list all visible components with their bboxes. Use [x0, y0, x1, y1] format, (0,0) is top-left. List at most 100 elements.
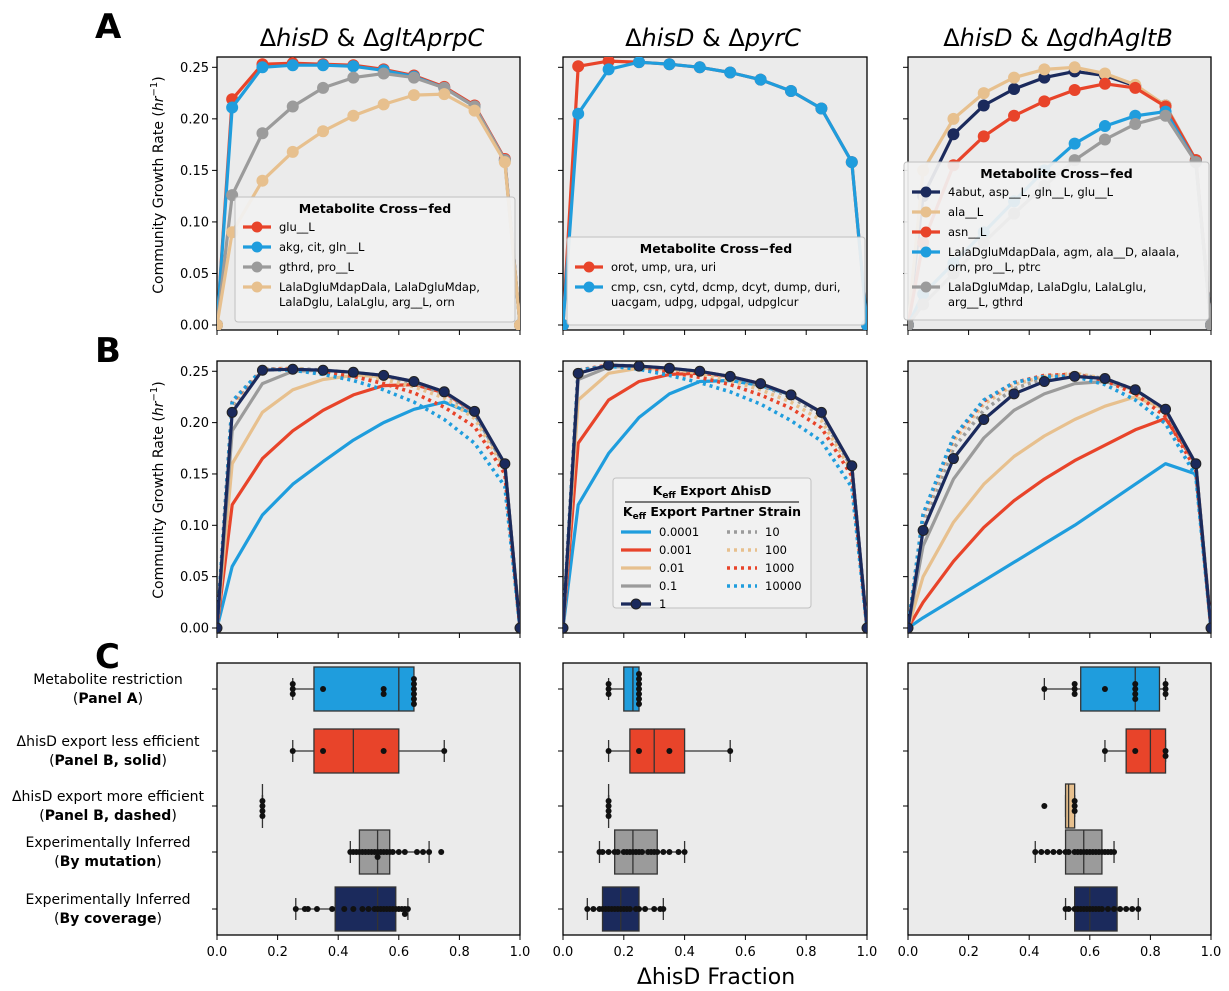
swarm-point — [401, 849, 408, 855]
legend-swatch-marker — [583, 261, 595, 273]
box-red — [289, 728, 448, 774]
swarm-point — [1071, 803, 1078, 809]
numerator-text: Export ΔhisD — [676, 483, 772, 498]
category-sublabel-bold: By mutation — [60, 854, 156, 870]
legend-title: Metabolite Cross−fed — [980, 166, 1132, 181]
swarm-point — [329, 906, 336, 912]
data-point — [572, 60, 585, 73]
data-point — [1099, 372, 1111, 384]
paren: ) — [171, 808, 176, 824]
legend-swatch-marker — [251, 281, 263, 293]
swarm-point — [675, 849, 682, 855]
denominator-text: Export Partner Strain — [646, 504, 801, 519]
paren: ) — [161, 753, 166, 769]
legend-entry: 10 — [765, 525, 780, 539]
data-point — [347, 71, 360, 84]
legend-swatch-marker — [920, 186, 932, 198]
data-point — [603, 361, 615, 371]
data-point — [1068, 137, 1081, 150]
legend-swatch-marker — [583, 281, 595, 293]
swarm-point — [1032, 849, 1039, 855]
series-line-blue-solid — [908, 462, 1211, 630]
box-gray — [596, 829, 688, 875]
swarm-point — [1101, 686, 1108, 692]
swarm-point — [1056, 849, 1063, 855]
legend-metabolite-cross-fed: Metabolite Cross−fed orot, ump, ura, uri c… — [566, 236, 866, 326]
swarm-point — [605, 691, 612, 697]
swarm-point — [605, 803, 612, 809]
legend-entry: 1000 — [765, 561, 794, 575]
swarm-point — [359, 906, 366, 912]
k-symbol: K — [653, 483, 664, 498]
data-point — [947, 112, 960, 125]
legend-swatch-marker — [251, 221, 263, 233]
plot-area — [563, 57, 867, 330]
series-line-blue-dotted — [563, 364, 867, 629]
swarm-point — [259, 808, 266, 814]
column-title-3: ΔhisD & ΔgdhAgltB — [943, 24, 1173, 52]
data-point — [469, 405, 481, 417]
swarm-point — [636, 686, 642, 692]
data-point — [1098, 67, 1111, 80]
swarm-point — [1132, 696, 1139, 702]
swarm-point — [660, 849, 667, 855]
swarm-point — [605, 849, 612, 855]
swarm-point — [1132, 691, 1139, 697]
legend-title: Metabolite Cross−fed — [299, 201, 451, 216]
x-tick-label: 0.0 — [207, 945, 228, 960]
series-line-navy-solid-marker — [908, 374, 1211, 629]
panel-a2-growth-vs-fraction: Metabolite Cross−fed orot, ump, ura, uri c… — [558, 56, 868, 335]
swarm-point — [1044, 849, 1051, 855]
legend-entry: gthrd, pro__L — [279, 260, 355, 274]
plot-area — [217, 363, 520, 633]
x-tick-label: 0.0 — [553, 945, 574, 960]
swarm-point — [374, 854, 381, 860]
data-point — [468, 104, 481, 117]
data-point — [572, 107, 585, 120]
data-point — [408, 376, 420, 388]
legend-entry: 1 — [659, 597, 666, 611]
swarm-point — [1135, 906, 1142, 912]
legend-title: Metabolite Cross−fed — [640, 241, 792, 256]
legend-entry: asn__L — [948, 225, 987, 239]
x-tick-label: 1.0 — [857, 945, 878, 960]
data-point — [217, 319, 223, 330]
data-point — [1038, 95, 1051, 108]
swarm-point — [289, 686, 296, 692]
y-tick-label: 0.05 — [180, 267, 209, 282]
y-tick-label: 0.15 — [180, 467, 209, 482]
category-label: ΔhisD export less efficient — [17, 734, 200, 750]
swarm-point — [636, 691, 642, 697]
data-point — [1159, 109, 1172, 122]
swarm-point — [605, 681, 612, 687]
data-point — [286, 59, 299, 72]
swarm-point — [1071, 691, 1078, 697]
data-point — [499, 458, 511, 470]
data-point — [754, 73, 767, 86]
swarm-point — [599, 849, 606, 855]
swarm-point — [420, 849, 427, 855]
swarm-point — [289, 691, 296, 697]
y-tick-label: 0.10 — [180, 215, 209, 230]
box-blue — [289, 666, 417, 712]
x-tick-label: 1.0 — [1201, 945, 1222, 960]
x-tick-label: 0.8 — [796, 945, 817, 960]
box-gray — [347, 829, 445, 875]
data-point — [977, 99, 990, 112]
swarm-point — [341, 906, 348, 912]
category-sublabel-bold: Panel B, dashed — [45, 808, 172, 824]
data-point — [1129, 118, 1142, 130]
swarm-point — [289, 681, 296, 687]
swarm-point — [410, 696, 417, 702]
swarm-point — [410, 681, 417, 687]
data-point — [438, 88, 451, 101]
x-tick-label: 0.2 — [613, 945, 634, 960]
swarm-point — [1041, 686, 1048, 692]
panel-letter-c: C — [95, 637, 120, 677]
x-tick-label: 0.8 — [1140, 945, 1161, 960]
swarm-point — [426, 849, 433, 855]
swarm-point — [410, 691, 417, 697]
data-point — [1190, 458, 1202, 470]
paren: ( — [73, 691, 78, 707]
data-point — [347, 366, 359, 378]
